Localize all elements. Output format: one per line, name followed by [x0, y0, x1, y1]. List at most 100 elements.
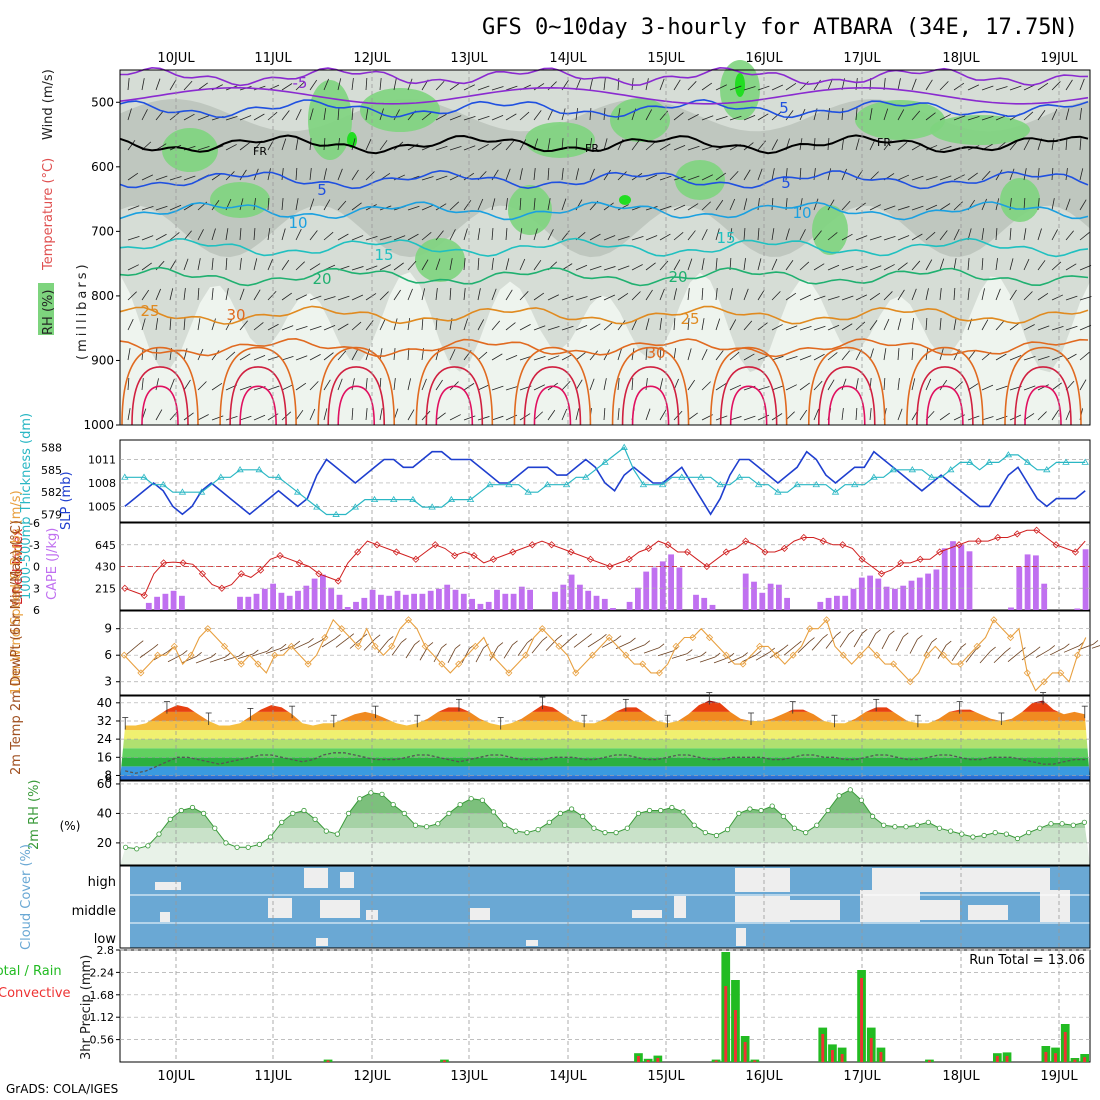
wind-barb: [295, 326, 308, 331]
wind-barb: [1051, 326, 1064, 331]
slp-tick-label: 1011: [88, 454, 116, 467]
wind-barb: [169, 204, 182, 211]
wind-barb: [393, 378, 396, 391]
wind-barb: [533, 110, 542, 121]
wind-barb: [981, 288, 985, 301]
wind10m-barb: [167, 654, 183, 663]
wind10m-marker: [287, 642, 295, 650]
wind10m-marker: [756, 642, 764, 650]
cape-lifted-panel: 215 430 645 -6 -3 0 3 6: [29, 517, 1091, 617]
wind10m-barb-flag: [196, 652, 202, 657]
wind-barb: [253, 414, 266, 421]
wind-barb: [183, 80, 193, 91]
thickness-marker: [447, 495, 456, 503]
wind-barb: [127, 108, 132, 121]
rh2m-marker: [724, 826, 731, 833]
thickness-marker: [947, 466, 955, 473]
wind-barb: [785, 82, 797, 91]
wind-barb: [281, 83, 293, 91]
wind-barb: [155, 110, 164, 121]
cape-bar: [925, 573, 931, 610]
lifted-marker: [858, 555, 866, 563]
wind-barb: [1009, 228, 1012, 241]
wind-barb: [267, 355, 280, 361]
precip-convective-bar: [753, 1060, 757, 1062]
wind-barb: [995, 385, 1008, 391]
isotherm-arch: [719, 366, 778, 426]
wind-barb: [925, 259, 933, 271]
wind-barb: [477, 144, 489, 151]
wind-barb: [715, 383, 727, 391]
wind-barb: [323, 379, 331, 391]
rh2m-marker: [624, 825, 630, 831]
wind-barb: [267, 258, 274, 271]
cape-bar: [1033, 555, 1039, 610]
wind-barb: [449, 258, 453, 271]
wind-barb: [855, 294, 868, 301]
wind10m-barb-flag: [714, 652, 721, 658]
wind-barb: [407, 78, 413, 91]
cape-bar: [270, 583, 276, 610]
lifted-marker: [877, 570, 886, 578]
wind-barb: [1009, 355, 1022, 361]
wind-barb: [463, 116, 476, 121]
wind-barb: [631, 378, 634, 391]
wind-barb: [183, 379, 191, 391]
wind10m-barb: [685, 655, 702, 661]
wind-barb: [1051, 294, 1064, 301]
wind-barb: [911, 78, 917, 91]
wind-barb: [1037, 355, 1050, 361]
rh2m-marker: [557, 810, 564, 817]
slp-tick-label: 1008: [88, 477, 116, 490]
cape-bar: [494, 589, 500, 610]
wind-barb: [505, 198, 508, 211]
isotherm-arch: [1004, 346, 1082, 426]
wind10m-barb: [979, 650, 991, 664]
wind-barb: [827, 232, 838, 241]
wind-barb: [477, 115, 490, 121]
wind-barb: [337, 323, 349, 331]
rh2m-marker: [881, 822, 887, 828]
rh2m-marker: [981, 832, 987, 839]
thickness-marker: [697, 473, 705, 480]
wind10m-marker: [488, 651, 496, 659]
rh2m-marker: [1026, 829, 1032, 836]
wind-barb: [813, 295, 826, 301]
wind-barb: [519, 323, 531, 331]
wind-barb: [197, 258, 201, 271]
wind-barb: [323, 408, 328, 421]
wind-barb: [449, 146, 462, 151]
rh2m-marker: [412, 822, 419, 828]
rh-band: [120, 813, 1090, 829]
upper-air-tick-label: 1000: [83, 418, 114, 432]
wind-barb: [267, 323, 279, 331]
wind10m-barb-flag: [387, 636, 394, 641]
cape-bar: [518, 586, 525, 610]
wind-barb: [925, 231, 936, 241]
cape-bar: [560, 584, 567, 610]
wind-barb: [953, 258, 957, 271]
temp-band: [120, 775, 1090, 780]
wind-barb: [687, 81, 697, 91]
wind-barb: [1079, 168, 1084, 181]
cape-bar: [568, 574, 575, 610]
rh2m-marker: [457, 801, 463, 808]
bottom-date-label: 17JUL: [843, 1069, 881, 1084]
rh2m-frame: [119, 780, 1091, 866]
wind-barb: [841, 200, 851, 211]
cape-bar: [378, 594, 384, 610]
thickness-marker: [140, 473, 148, 480]
wind-barb: [659, 143, 671, 151]
isotherm-label: 30: [646, 344, 665, 362]
wind-barb: [911, 318, 914, 331]
wind-barb: [1023, 258, 1030, 271]
thickness-marker: [1062, 458, 1070, 465]
wind-barb: [239, 115, 252, 121]
wind-barb: [533, 168, 536, 181]
cape-tick-label: 645: [95, 539, 116, 552]
temp-tick-label: 6: [105, 772, 112, 785]
temp-frame: [119, 695, 1091, 781]
wind-barb: [421, 259, 429, 271]
cape-bar: [179, 595, 185, 610]
wind10m-marker: [271, 651, 279, 659]
